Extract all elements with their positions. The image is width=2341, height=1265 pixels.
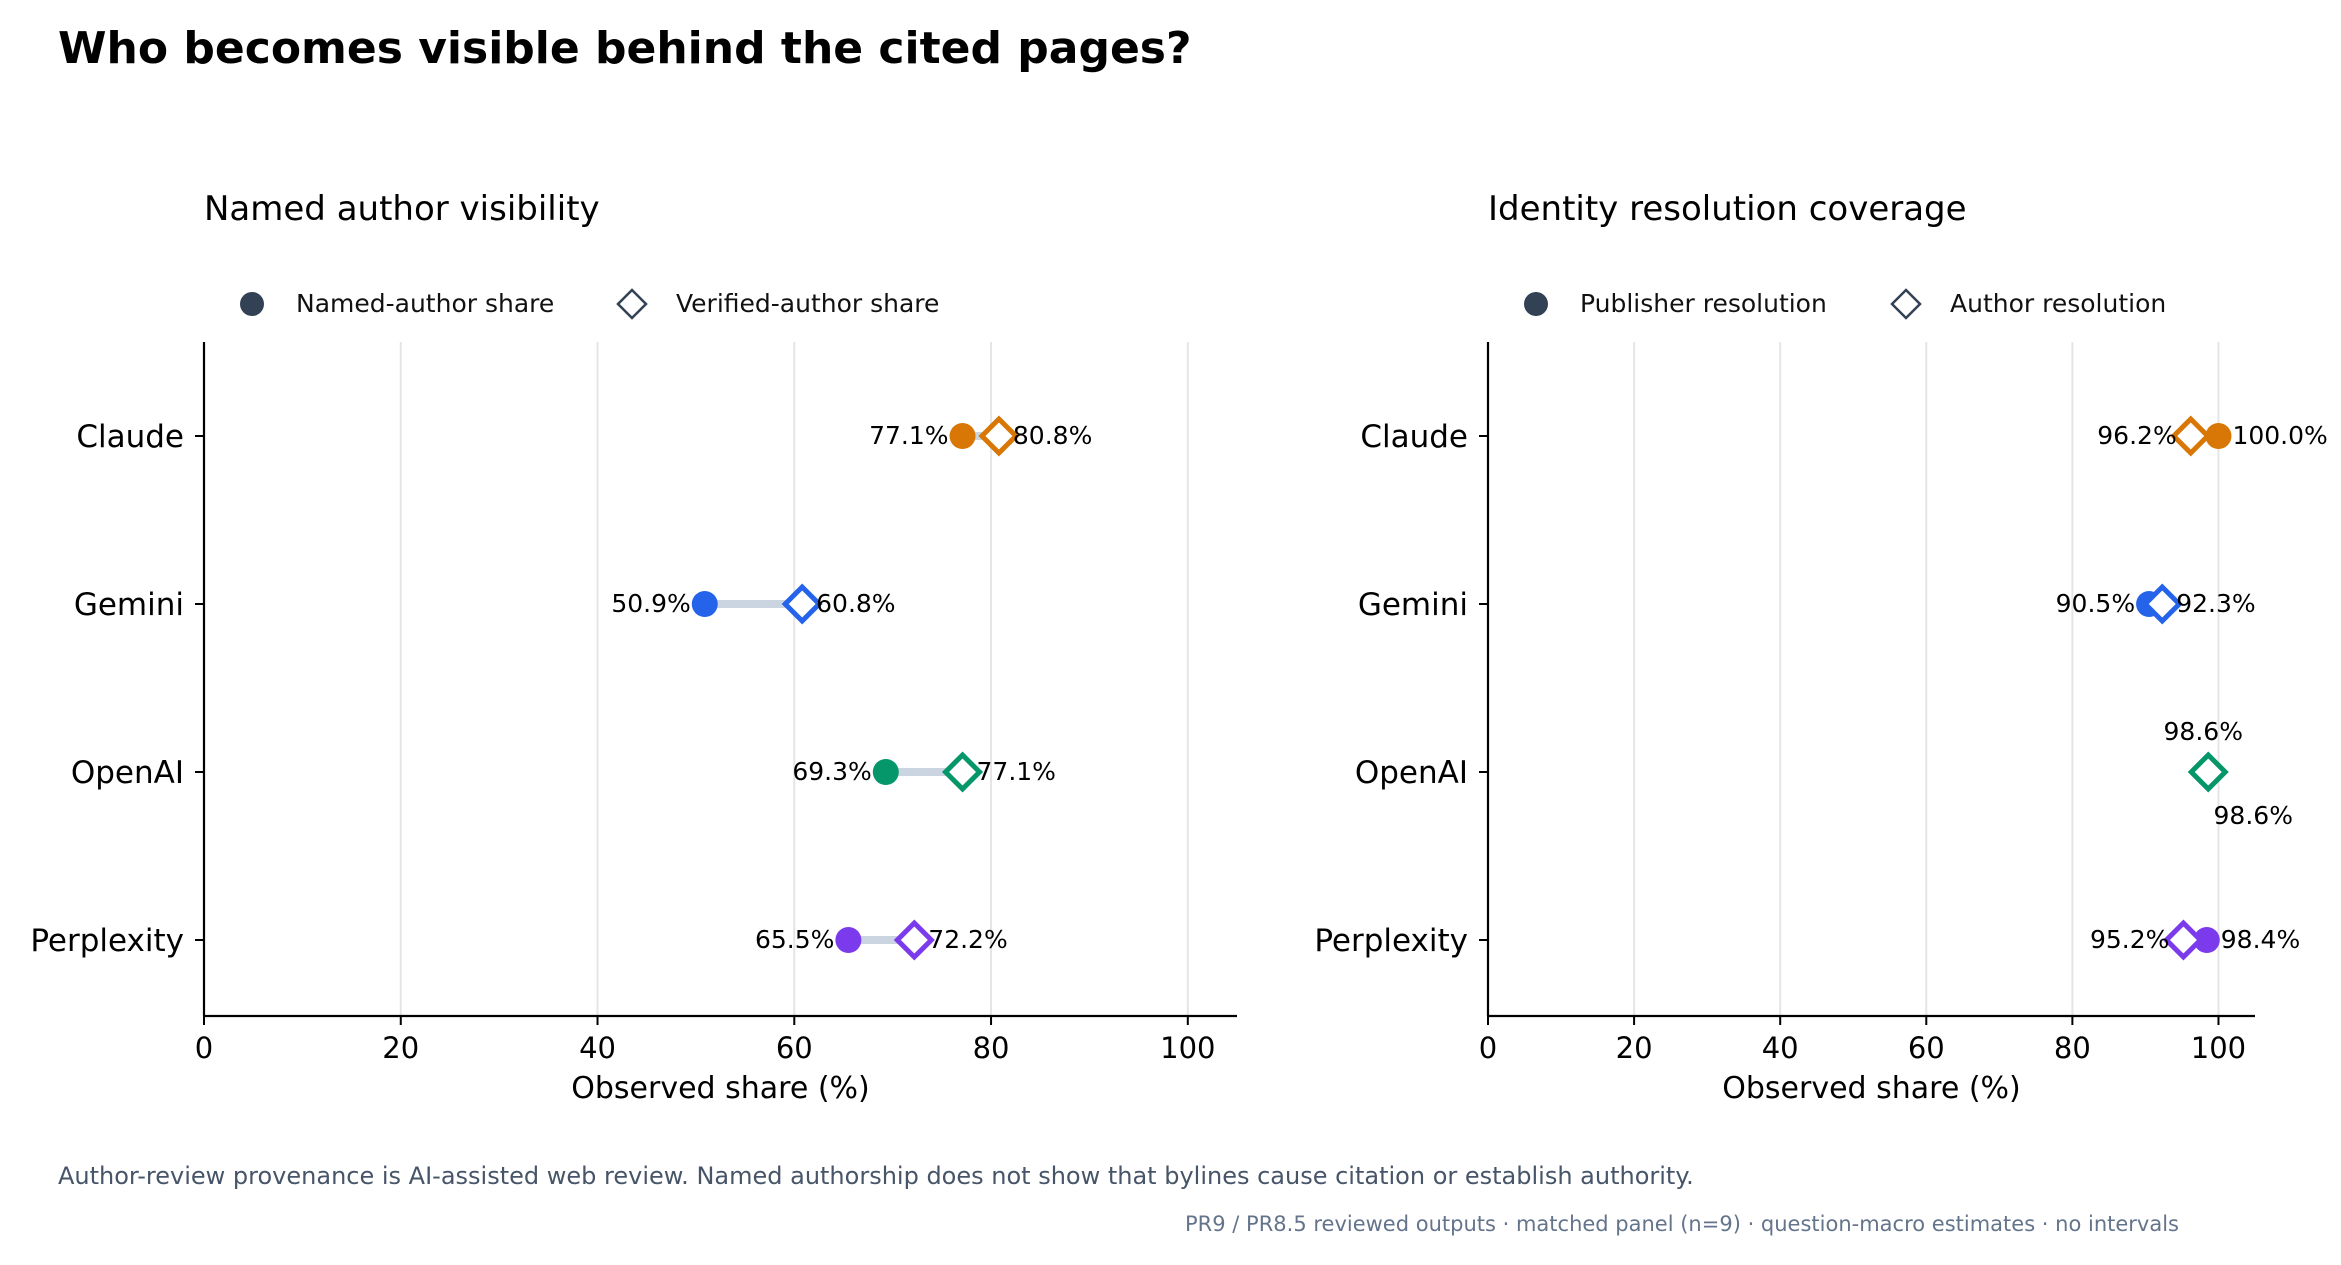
- circle-marker: [949, 423, 976, 449]
- x-tick-label: 100: [1160, 1031, 1215, 1065]
- data-label: 100.0%: [2232, 421, 2327, 450]
- y-tick-label: OpenAI: [71, 755, 184, 791]
- data-label: 92.3%: [2176, 589, 2255, 618]
- data-label: 98.6%: [2164, 717, 2243, 746]
- diamond-marker: [2187, 751, 2229, 793]
- diamond-marker: [893, 919, 935, 961]
- circle-marker: [691, 591, 718, 617]
- legend-label: Publisher resolution: [1580, 289, 1827, 318]
- data-label: 80.8%: [1013, 421, 1092, 450]
- legend-item: Verified-author share: [616, 288, 939, 320]
- data-label: 77.1%: [869, 421, 948, 450]
- legend-item: Publisher resolution: [1524, 289, 1827, 318]
- y-tick-label: Claude: [76, 419, 184, 455]
- y-tick-label: Perplexity: [1314, 923, 1468, 959]
- diamond-marker: [2162, 919, 2204, 961]
- x-axis-label: Observed share (%): [571, 1071, 869, 1106]
- x-tick-label: 60: [776, 1031, 813, 1065]
- panel-title: Named author visibility: [204, 189, 600, 229]
- data-label: 69.3%: [792, 757, 871, 786]
- circle-marker: [2205, 423, 2232, 449]
- chart-panel-2: Identity resolution coverage Publisher re…: [1314, 189, 2327, 1106]
- x-tick-label: 80: [973, 1031, 1010, 1065]
- legend-circle-marker: [240, 292, 264, 316]
- x-tick-label: 60: [1908, 1031, 1945, 1065]
- legend-label: Named-author share: [296, 289, 554, 318]
- diamond-marker: [978, 415, 1020, 457]
- diamond-marker: [781, 583, 823, 625]
- source-note: PR9 / PR8.5 reviewed outputs · matched p…: [1184, 1212, 2179, 1236]
- circle-marker: [835, 927, 862, 953]
- y-tick-label: Gemini: [1358, 587, 1468, 623]
- data-label: 72.2%: [928, 925, 1007, 954]
- circle-marker: [872, 759, 899, 785]
- diamond-marker: [2170, 415, 2212, 457]
- x-tick-label: 20: [382, 1031, 419, 1065]
- data-label: 50.9%: [611, 589, 690, 618]
- legend-diamond-marker: [1890, 288, 1922, 320]
- diamond-marker: [941, 751, 984, 793]
- data-label: 90.5%: [2056, 589, 2135, 618]
- circle-marker: [2193, 927, 2220, 953]
- legend-label: Author resolution: [1950, 289, 2166, 318]
- legend-item: Author resolution: [1890, 288, 2166, 320]
- panel-title: Identity resolution coverage: [1488, 189, 1967, 229]
- legend-item: Named-author share: [240, 289, 554, 318]
- legend-diamond-marker: [616, 288, 648, 320]
- figure-title: Who becomes visible behind the cited pag…: [58, 23, 1192, 74]
- chart-panels: Named author visibility Named-author shar…: [30, 189, 2327, 1106]
- x-tick-label: 40: [579, 1031, 616, 1065]
- y-tick-label: OpenAI: [1355, 755, 1468, 791]
- x-tick-label: 40: [1762, 1031, 1799, 1065]
- data-label: 95.2%: [2090, 925, 2169, 954]
- y-tick-label: Claude: [1360, 419, 1468, 455]
- y-tick-label: Gemini: [74, 587, 184, 623]
- diamond-marker: [2141, 583, 2183, 625]
- x-tick-label: 20: [1616, 1031, 1653, 1065]
- x-tick-label: 80: [2054, 1031, 2091, 1065]
- legend-circle-marker: [1524, 292, 1548, 316]
- legend-label: Verified-author share: [676, 289, 939, 318]
- data-label: 77.1%: [977, 757, 1056, 786]
- chart-panel-1: Named author visibility Named-author shar…: [30, 189, 1237, 1106]
- x-tick-label: 0: [195, 1031, 213, 1065]
- data-label: 98.4%: [2221, 925, 2300, 954]
- x-tick-label: 0: [1479, 1031, 1497, 1065]
- x-axis-label: Observed share (%): [1722, 1071, 2020, 1106]
- x-tick-label: 100: [2191, 1031, 2246, 1065]
- data-label: 96.2%: [2097, 421, 2176, 450]
- data-label: 98.6%: [2214, 801, 2293, 830]
- data-label: 60.8%: [816, 589, 895, 618]
- footnote: Author-review provenance is AI-assisted …: [58, 1162, 1694, 1190]
- data-label: 65.5%: [755, 925, 834, 954]
- y-tick-label: Perplexity: [30, 923, 184, 959]
